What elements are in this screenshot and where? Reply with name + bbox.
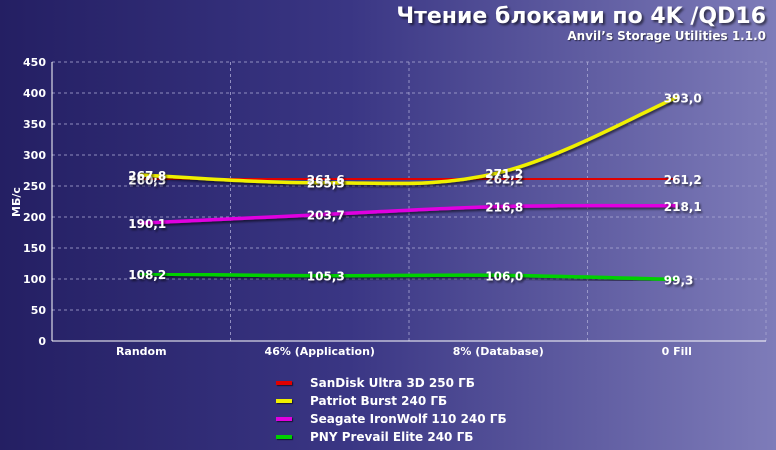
y-tick-label: 100 xyxy=(23,273,46,286)
data-label: 216,8 xyxy=(485,201,523,215)
y-tick-label: 200 xyxy=(23,211,46,224)
legend-item: Patriot Burst 240 ГБ xyxy=(276,392,507,410)
x-tick-label: Random xyxy=(116,345,167,358)
chart-title: Чтение блоками по 4K /QD16 xyxy=(396,4,766,29)
data-label: 261,2 xyxy=(664,173,702,187)
data-label: 218,1 xyxy=(664,200,702,214)
data-label: 108,2 xyxy=(128,268,166,282)
legend-swatch xyxy=(276,435,292,439)
series-line-2 xyxy=(139,203,679,225)
legend-item: Seagate IronWolf 110 240 ГБ xyxy=(276,410,507,428)
legend-swatch xyxy=(276,381,292,385)
data-label: 203,7 xyxy=(307,209,345,223)
y-tick-label: 150 xyxy=(23,242,46,255)
data-label: 106,0 xyxy=(485,269,523,283)
data-label: 271,2 xyxy=(485,167,523,181)
legend-label: Patriot Burst 240 ГБ xyxy=(310,394,448,408)
x-tick-label: 8% (Database) xyxy=(453,345,544,358)
data-label: 261,6 xyxy=(307,173,345,187)
series-line-3 xyxy=(139,272,679,282)
y-tick-label: 400 xyxy=(23,87,46,100)
chart-subtitle: Anvil’s Storage Utilities 1.1.0 xyxy=(567,29,766,43)
data-label: 262,2 xyxy=(485,172,523,186)
y-tick-label: 450 xyxy=(23,56,46,69)
legend: SanDisk Ultra 3D 250 ГБ Patriot Burst 240… xyxy=(276,374,507,446)
y-tick-label: 250 xyxy=(23,180,46,193)
y-tick-label: 0 xyxy=(38,335,46,348)
data-label: 99,3 xyxy=(664,273,694,287)
data-label: 260,3 xyxy=(128,174,166,188)
x-tick-label: 46% (Application) xyxy=(265,345,375,358)
legend-label: SanDisk Ultra 3D 250 ГБ xyxy=(310,376,475,390)
legend-item: SanDisk Ultra 3D 250 ГБ xyxy=(276,374,507,392)
y-axis-label: МБ/с xyxy=(10,187,23,217)
y-tick-label: 350 xyxy=(23,118,46,131)
y-tick-label: 300 xyxy=(23,149,46,162)
data-label: 393,0 xyxy=(664,91,702,105)
legend-swatch xyxy=(276,399,292,403)
x-tick-label: 0 Fill xyxy=(662,345,692,358)
data-label: 190,1 xyxy=(128,217,166,231)
y-tick-label: 50 xyxy=(31,304,47,317)
legend-label: PNY Prevail Elite 240 ГБ xyxy=(310,430,474,444)
legend-label: Seagate IronWolf 110 240 ГБ xyxy=(310,412,507,426)
data-label: 267,8 xyxy=(128,169,166,183)
data-label: 255,3 xyxy=(307,177,345,191)
series-line-1 xyxy=(139,95,679,186)
legend-swatch xyxy=(276,417,292,421)
legend-item: PNY Prevail Elite 240 ГБ xyxy=(276,428,507,446)
data-label: 105,3 xyxy=(307,270,345,284)
